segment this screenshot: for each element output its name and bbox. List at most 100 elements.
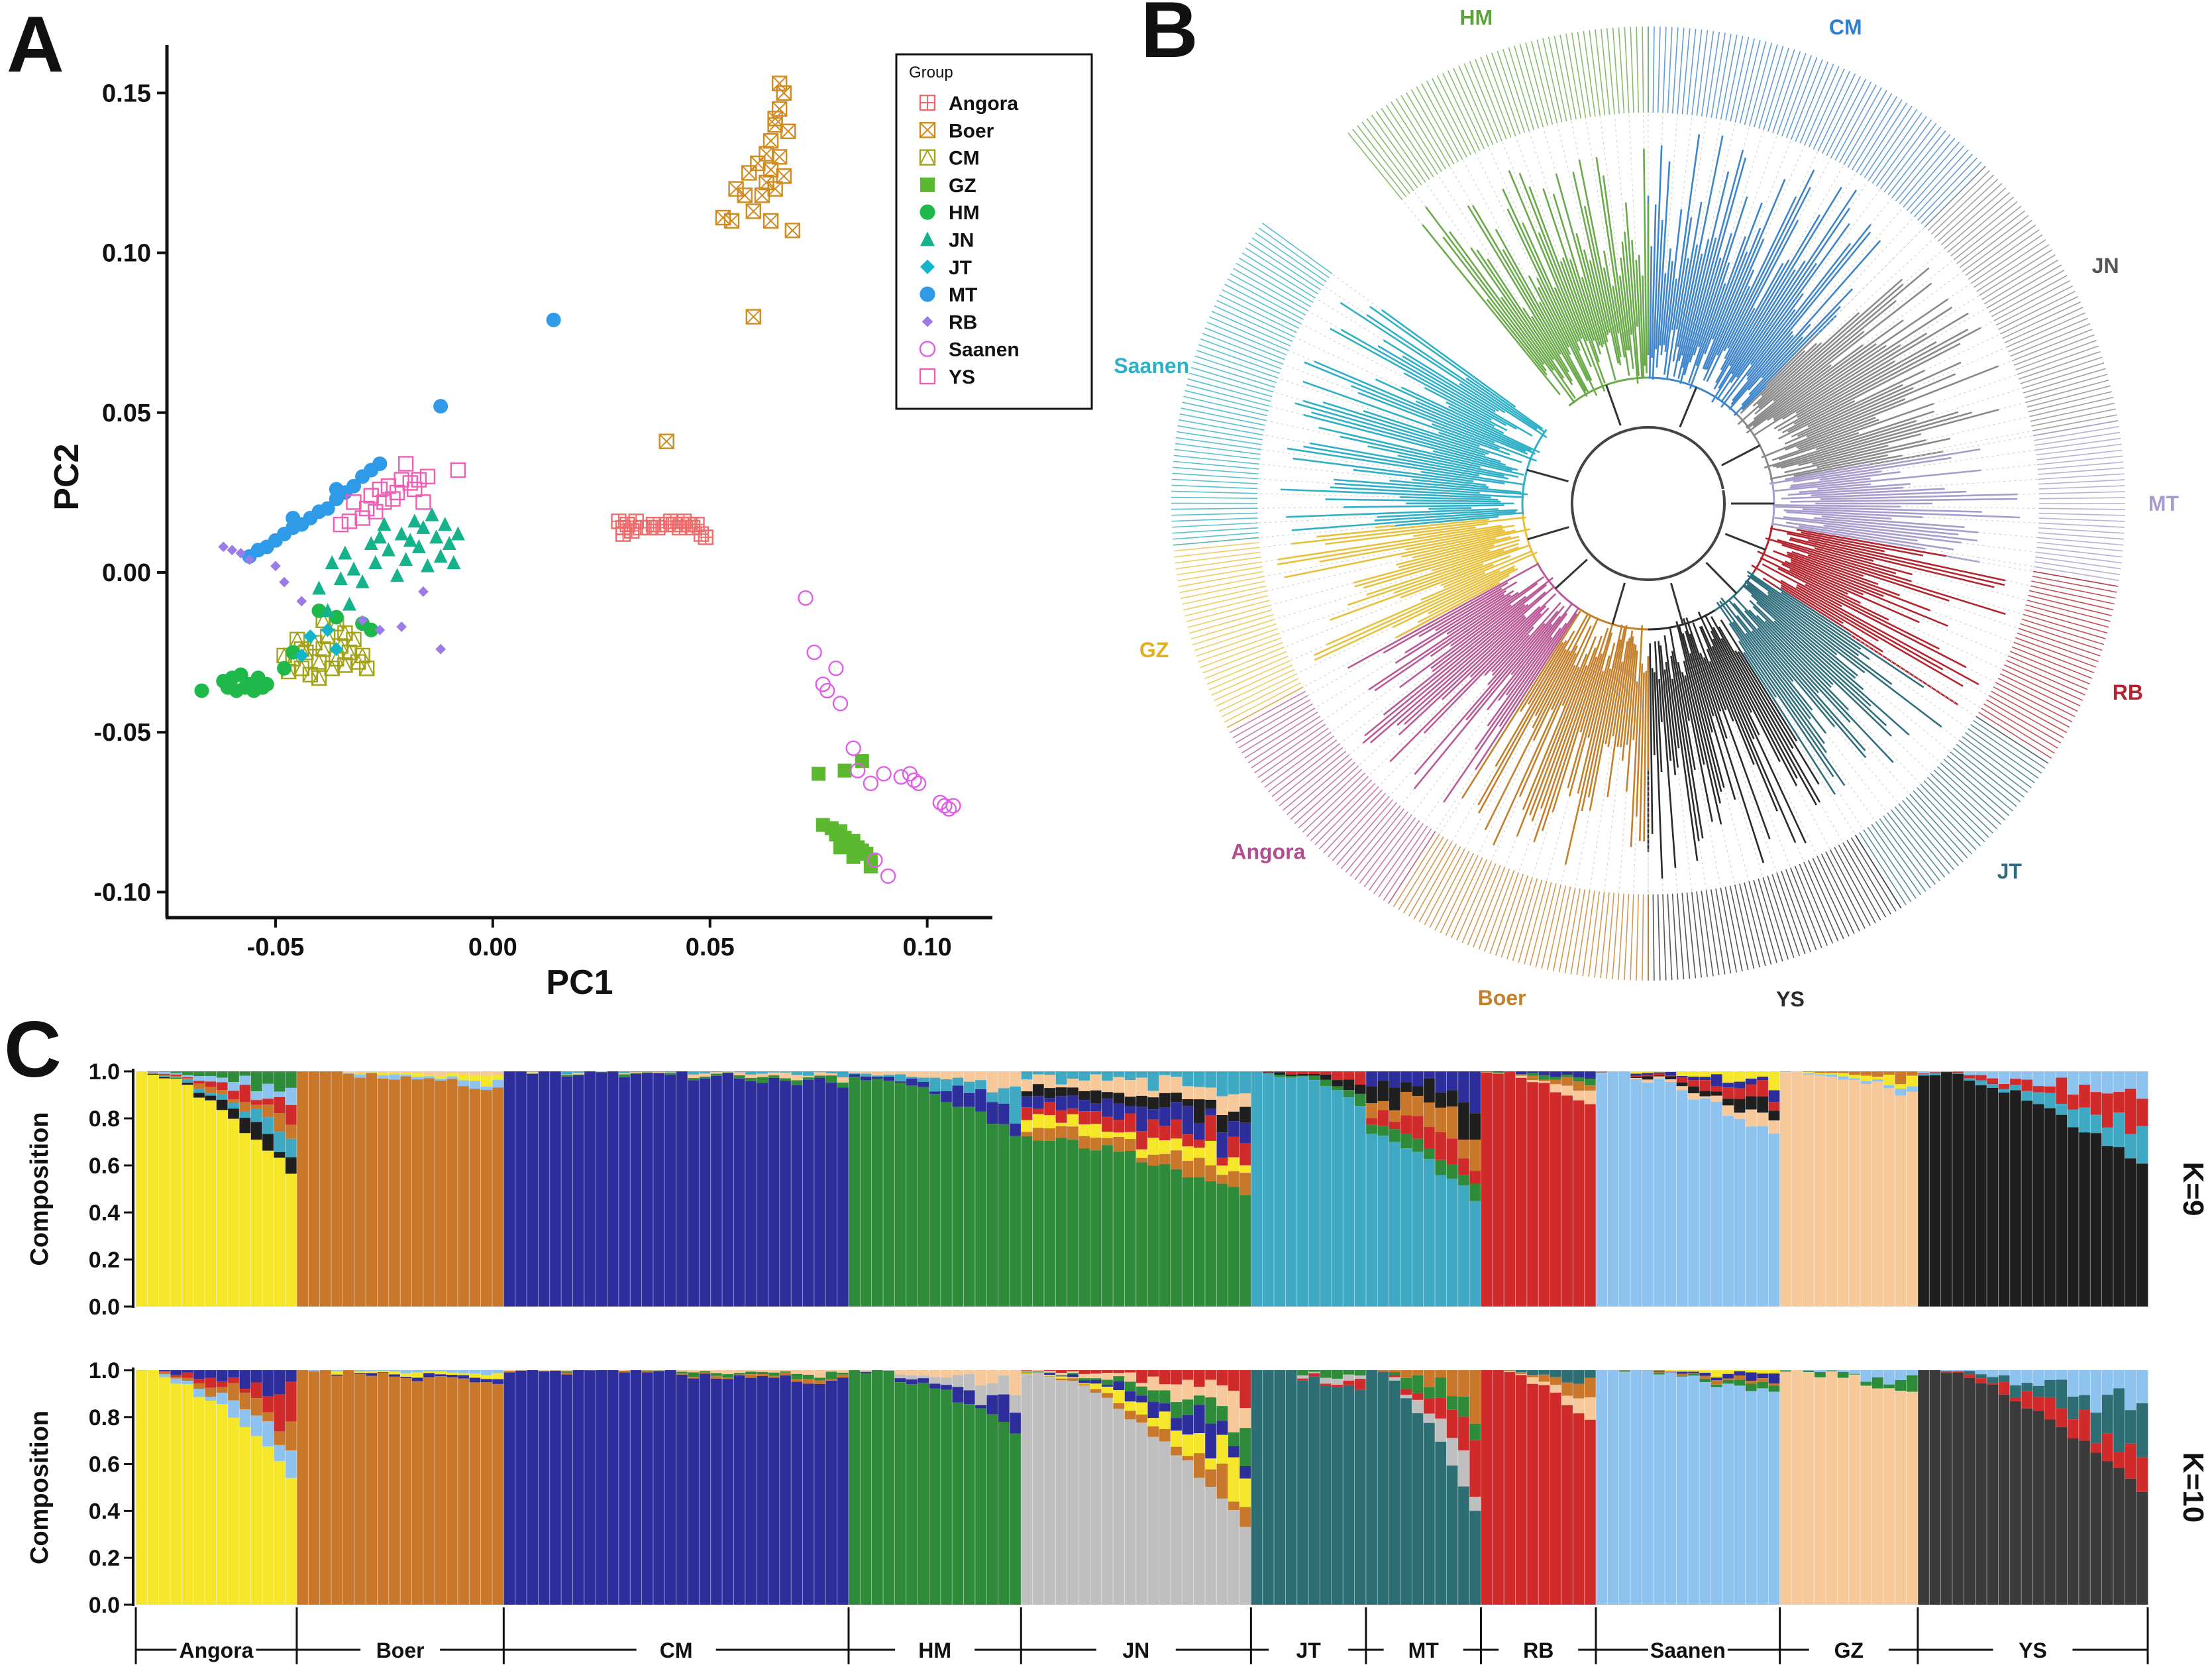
- admixture-bar-segment-peach: [1147, 1376, 1159, 1391]
- admixture-bar-segment-navy: [1135, 1395, 1148, 1403]
- admixture-bar-segment-grey: [1009, 1395, 1022, 1413]
- admixture-bar-segment-navy: [974, 1089, 987, 1112]
- pca-point-jn-tri: [346, 561, 361, 576]
- admixture-bar-segment-navy: [688, 1378, 700, 1605]
- tree-tip-label-cm: [1906, 145, 1965, 211]
- admixture-bar-segment-peach: [1734, 1112, 1746, 1119]
- pca-point-jn: [442, 536, 456, 551]
- tree-guide-line: [1614, 114, 1625, 232]
- admixture-bar-segment-red: [1653, 1073, 1665, 1076]
- admixture-bar-segment-red: [1113, 1120, 1125, 1133]
- tree-branch-jt: [1744, 584, 1856, 679]
- admixture-bar-segment-navy: [1021, 1371, 1033, 1373]
- tree-branch-angora: [1484, 607, 1550, 676]
- tree-tip-label-jn: [2013, 334, 2095, 366]
- admixture-bar-segment-lightblue: [1895, 1089, 1907, 1096]
- tree-tip-label-jt: [1905, 796, 1964, 863]
- admixture-bar-segment-green: [974, 1408, 987, 1605]
- admixture-bar-segment-lightblue: [400, 1074, 412, 1077]
- admixture-bar-segment-lightblue: [1756, 1126, 1769, 1307]
- tree-tip-label-cm: [1910, 149, 1969, 215]
- admixture-bar-segment-orange: [250, 1104, 263, 1109]
- tree-guide-line: [1980, 320, 1994, 329]
- admixture-bar-segment-darkgrey: [2078, 1440, 2091, 1605]
- admixture-bar-segment-red: [1526, 1082, 1539, 1307]
- tree-tip-label-hm: [1548, 36, 1567, 122]
- tree-tip-label-angora: [1345, 805, 1401, 873]
- admixture-bar-segment-navy: [722, 1379, 734, 1605]
- admixture-bar-segment-red: [1423, 1398, 1436, 1414]
- admixture-bar-segment-green: [1320, 1079, 1332, 1087]
- tree-tip-label-ys: [1794, 865, 1828, 946]
- pca-legend-box: [895, 53, 1093, 410]
- admixture-bar-segment-darkteal: [2009, 1385, 2022, 1397]
- tree-tip-label-angora: [1283, 754, 1349, 811]
- admixture-bar-segment-green: [745, 1077, 757, 1081]
- tree-branch-mt: [1781, 490, 1967, 500]
- tree-tip-label-jn: [2021, 362, 2105, 389]
- tree-branch-hm: [1572, 172, 1610, 333]
- tree-branch-cm: [1736, 262, 1817, 378]
- tree-branch-jn: [1784, 387, 1914, 445]
- admixture-bar-segment-peach: [1204, 1087, 1217, 1100]
- tree-guide-line: [1863, 575, 2019, 629]
- admixture-bar-segment-orange: [469, 1089, 482, 1307]
- tree-tip-label-cm: [1696, 30, 1709, 116]
- admixture-bar-segment-yellow: [1193, 1432, 1206, 1454]
- admixture-bar-segment-peach: [1090, 1373, 1102, 1379]
- admixture-bar-segment-navy: [1526, 1071, 1539, 1073]
- admixture-bar-segment-yellow: [400, 1073, 412, 1075]
- tree-branch-saanen: [1383, 339, 1499, 412]
- tree-branch-ys: [1712, 638, 1760, 735]
- tree-tip-label-mt: [2034, 431, 2121, 446]
- tree-tip-label-hm: [1559, 34, 1577, 120]
- tree-tip-label-jt: [1887, 812, 1941, 882]
- admixture-bar-segment-orange: [1135, 1415, 1148, 1423]
- tree-branch-jn: [1764, 419, 1917, 469]
- admixture-population-label-boer: Boer: [376, 1638, 425, 1662]
- admixture-bar-segment-navy: [1159, 1403, 1171, 1412]
- pca-point-saanen-ring: [806, 644, 822, 661]
- admixture-bar-segment-navy: [779, 1081, 792, 1307]
- tree-tip-label-hm: [1601, 28, 1610, 115]
- tree-tip-label-gz: [1174, 547, 1260, 558]
- admixture-bar-segment-black: [262, 1134, 274, 1151]
- tree-branch-hm: [1638, 254, 1645, 378]
- tree-tip-label-ys: [1785, 869, 1817, 951]
- tree-tip-label-hm: [1361, 121, 1414, 191]
- admixture-bar-segment-orange: [1883, 1071, 1895, 1075]
- pca-point-jn-tri: [416, 519, 431, 534]
- pca-legend-marker-gz: [920, 177, 935, 192]
- admixture-bar-segment-grey: [1204, 1487, 1217, 1605]
- tree-tip-label-ys: [1767, 875, 1795, 958]
- admixture-bar-segment-orange: [802, 1379, 815, 1384]
- pca-point-jn: [333, 571, 348, 586]
- admixture-bar-segment-black: [205, 1095, 217, 1101]
- tree-branch-saanen: [1421, 470, 1505, 485]
- tree-branch-jt: [1746, 579, 1866, 674]
- admixture-bar-segment-lightblue: [1642, 1370, 1654, 1605]
- tree-branch-cm: [1697, 196, 1748, 348]
- admixture-bar-segment-darkgrey: [1998, 1394, 2011, 1605]
- tree-branch-gz: [1277, 524, 1515, 566]
- tree-tip-label-ys: [1781, 871, 1811, 953]
- admixture-bar-segment-navy: [699, 1373, 711, 1605]
- tree-branch-jt: [1756, 614, 1849, 711]
- tree-branch-cm: [1718, 186, 1842, 389]
- tree-branch-cm: [1761, 323, 1811, 379]
- admixture-bar-segment-navy: [1584, 1071, 1597, 1079]
- admixture-bar-segment-black: [170, 1078, 182, 1079]
- admixture-bar-segment-navy: [366, 1373, 378, 1376]
- admixture-bar-segment-yellow: [1745, 1071, 1758, 1079]
- admixture-bar-segment-navy: [940, 1385, 953, 1390]
- admixture-bar-segment-lightblue: [1952, 1370, 1964, 1371]
- pca-point-boer-d2: [767, 111, 783, 127]
- admixture-bar-segment-yellow: [388, 1371, 401, 1375]
- tree-tip-label-ys: [1838, 844, 1881, 921]
- pca-point-cm-tri: [337, 624, 353, 641]
- admixture-bar-segment-green: [1021, 1136, 1033, 1307]
- admixture-bar-segment-orange: [158, 1074, 171, 1077]
- tree-branch-mt: [1783, 509, 1923, 518]
- admixture-bar-segment-orange: [1848, 1071, 1861, 1075]
- admixture-bar-segment-peach: [1826, 1371, 1838, 1605]
